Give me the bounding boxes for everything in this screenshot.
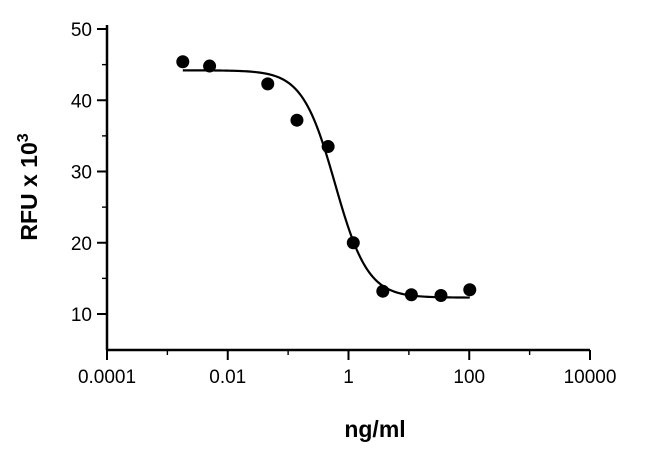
data-point [346, 236, 360, 250]
x-axis-title: ng/ml [344, 416, 405, 442]
x-tick-label: 0.0001 [78, 367, 136, 388]
data-point [261, 77, 275, 91]
data-point [376, 284, 390, 298]
data-point [290, 113, 304, 127]
x-ticks: 0.0001 0.01 1 100 10000 [78, 350, 616, 388]
data-point [176, 55, 190, 69]
x-tick-label: 0.01 [209, 367, 246, 388]
y-axis-title-superscript: 3 [15, 133, 32, 142]
y-axis: 10 20 30 40 50 [71, 20, 109, 350]
y-tick-label: 50 [71, 20, 92, 41]
y-ticks: 10 20 30 40 50 [71, 20, 107, 326]
x-tick-label: 10000 [564, 367, 617, 388]
y-tick-label: 40 [71, 91, 92, 112]
y-axis-title-main: RFU x 10 [16, 142, 42, 240]
data-point [321, 140, 335, 154]
fit-curve [182, 69, 470, 299]
x-axis: 0.0001 0.01 1 100 10000 [78, 348, 616, 388]
x-tick-label: 1 [343, 367, 354, 388]
y-tick-label: 10 [71, 305, 92, 326]
data-point [434, 288, 448, 302]
data-point [203, 59, 217, 73]
data-points [176, 55, 477, 302]
data-point [463, 283, 477, 297]
y-tick-label: 20 [71, 234, 92, 255]
data-point [404, 288, 418, 302]
y-axis-title: RFU x 103 [15, 133, 42, 240]
y-tick-label: 30 [71, 163, 92, 184]
x-tick-label: 100 [453, 367, 485, 388]
